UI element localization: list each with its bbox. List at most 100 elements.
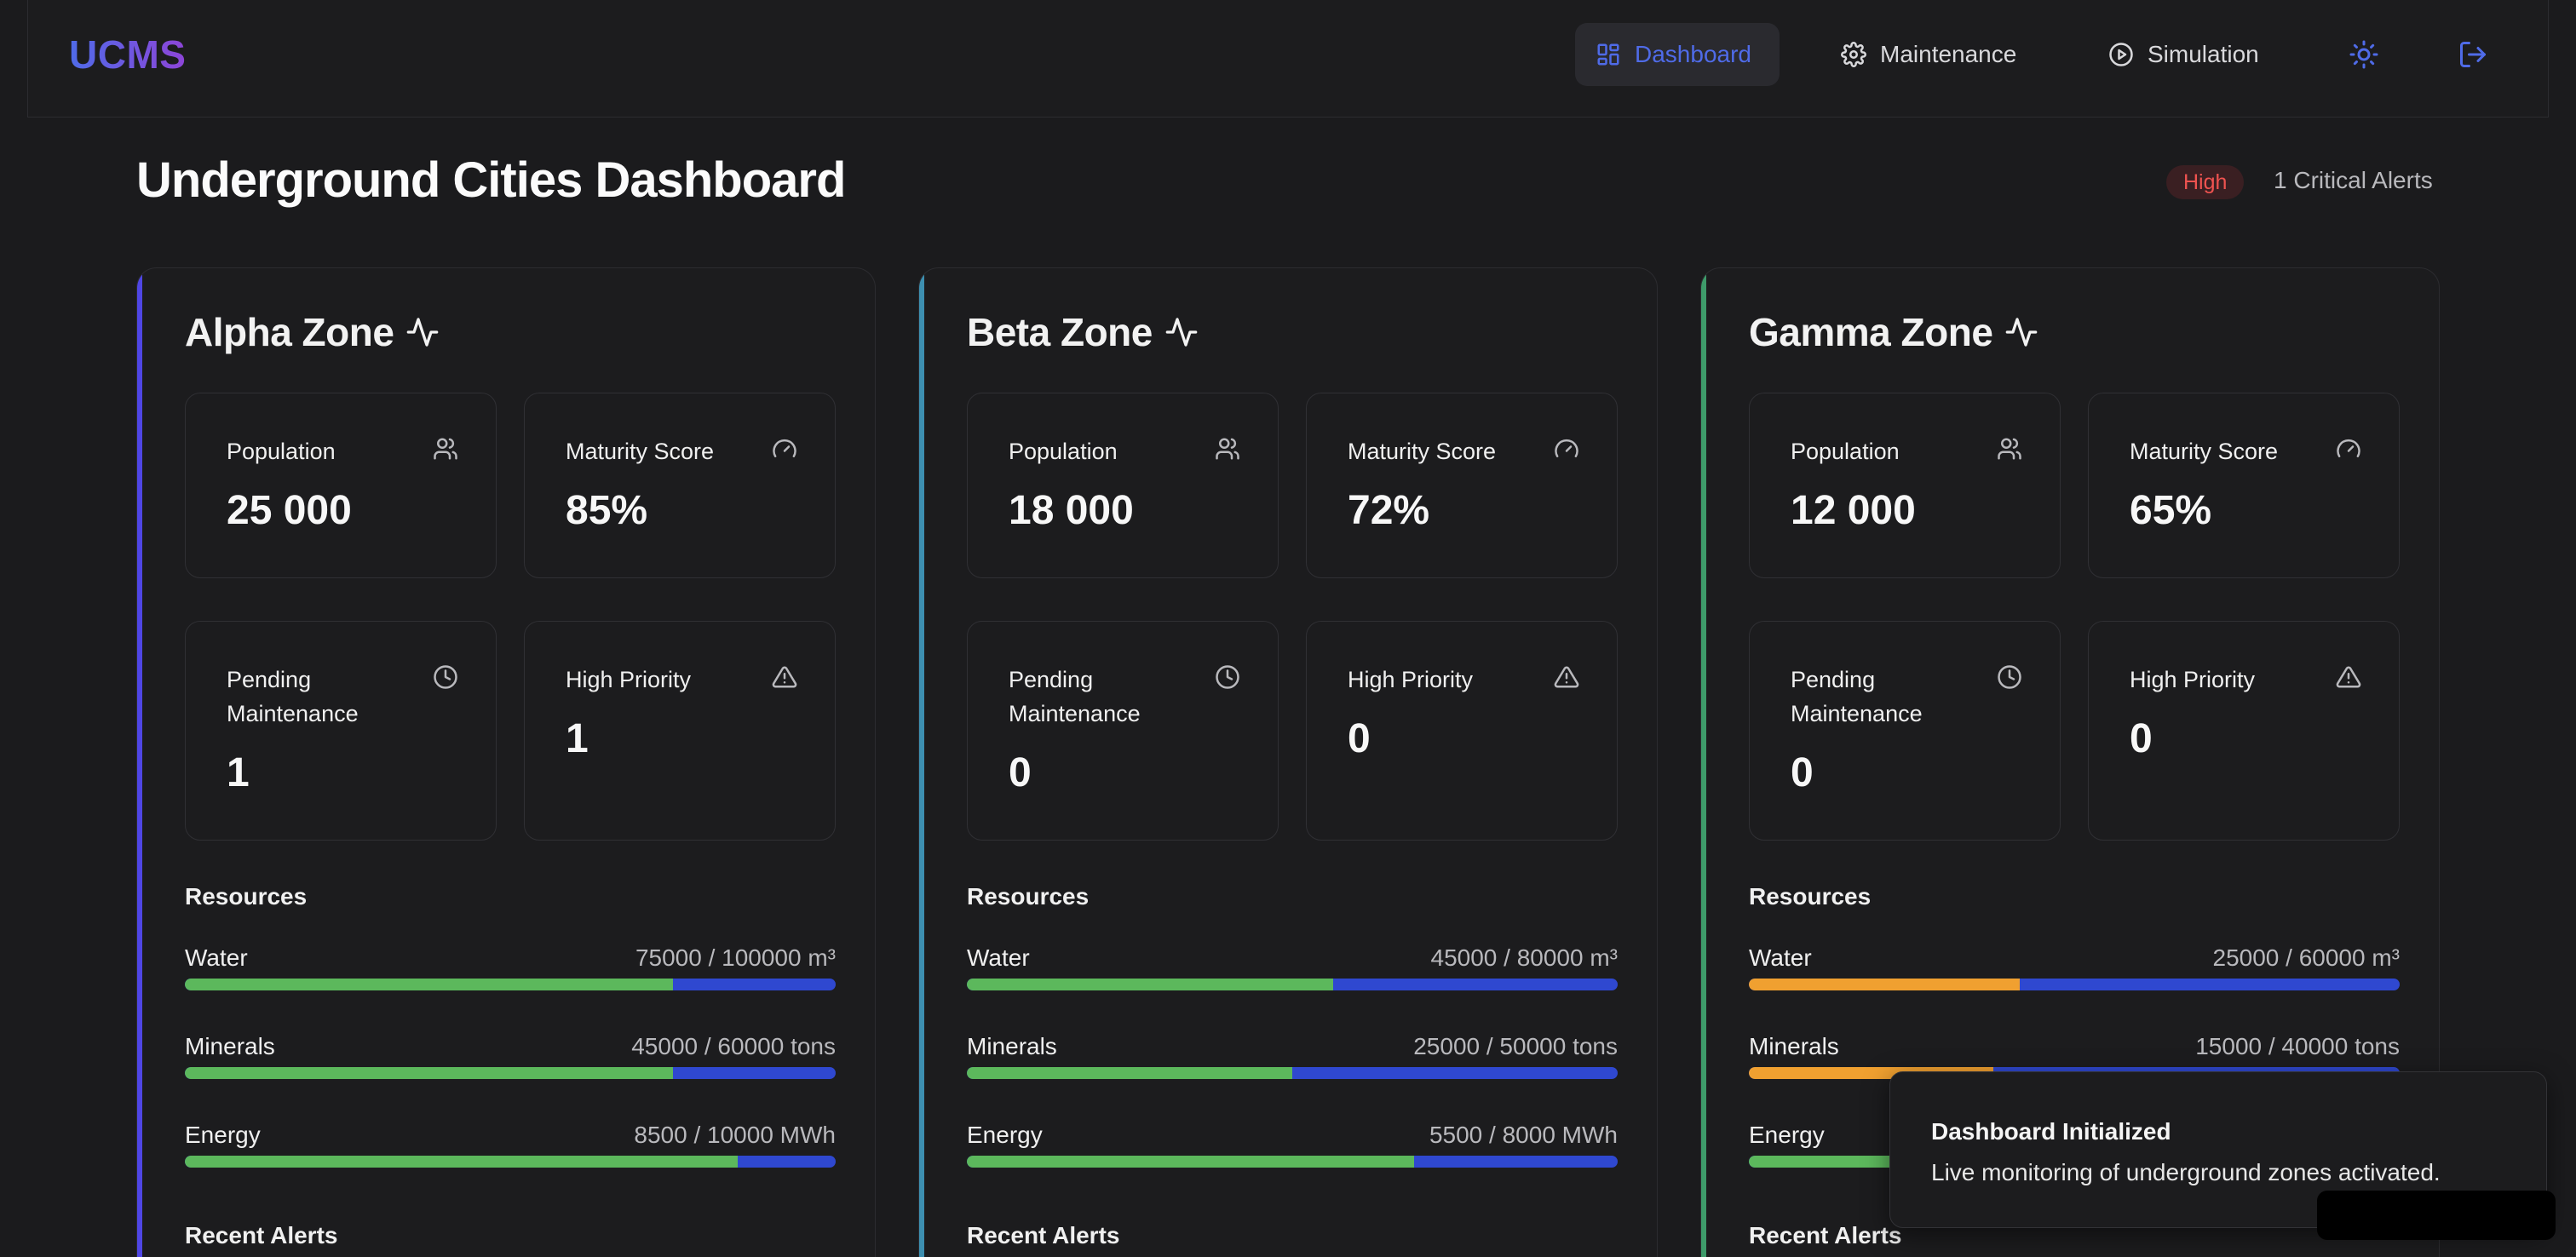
users-icon xyxy=(1216,438,1239,460)
toast-shadow xyxy=(2317,1191,2556,1240)
pending-maintenance-label: Pending Maintenance xyxy=(1009,667,1141,726)
maturity-card: Maturity Score 85% xyxy=(524,393,836,578)
zone-title: Beta Zone xyxy=(967,309,1199,355)
minerals-progress-fill xyxy=(185,1067,673,1079)
pending-maintenance-value: 0 xyxy=(1009,750,1032,795)
zone-title: Alpha Zone xyxy=(185,309,440,355)
gear-icon xyxy=(1841,42,1866,67)
energy-label: Energy xyxy=(185,1122,261,1148)
minerals-label: Minerals xyxy=(967,1033,1057,1059)
top-navbar: UCMS Dashboard Maintenance Simulation xyxy=(27,0,2549,118)
high-priority-card: High Priority 0 xyxy=(2088,621,2400,841)
population-card: Population 18 000 xyxy=(967,393,1279,578)
toast-title: Dashboard Initialized xyxy=(1931,1118,2171,1145)
energy-label: Energy xyxy=(967,1122,1043,1148)
sun-icon[interactable] xyxy=(2349,39,2379,70)
high-priority-card: High Priority 0 xyxy=(1306,621,1618,841)
water-amount: 75000 / 100000 m³ xyxy=(635,944,836,971)
minerals-progress-bar xyxy=(185,1067,836,1079)
water-progress-bar xyxy=(185,979,836,990)
warning-triangle-icon xyxy=(2336,666,2361,688)
gauge-icon xyxy=(2337,439,2360,457)
energy-label: Energy xyxy=(1749,1122,1825,1148)
energy-amount: 5500 / 8000 MWh xyxy=(1429,1122,1618,1148)
water-progress-bar xyxy=(967,979,1618,990)
maturity-label: Maturity Score xyxy=(566,439,715,464)
activity-icon xyxy=(1165,318,1198,347)
critical-alerts-count: 1 Critical Alerts xyxy=(2274,167,2433,193)
minerals-amount: 45000 / 60000 tons xyxy=(631,1033,836,1059)
minerals-progress-fill xyxy=(967,1067,1292,1079)
zone-accent-bar xyxy=(137,268,142,1257)
minerals-label: Minerals xyxy=(1749,1033,1839,1059)
high-priority-label: High Priority xyxy=(1348,667,1474,692)
pending-maintenance-card: Pending Maintenance 1 xyxy=(185,621,497,841)
population-value: 12 000 xyxy=(1791,488,1916,533)
pending-maintenance-value: 1 xyxy=(227,750,250,795)
water-amount: 45000 / 80000 m³ xyxy=(1430,944,1619,971)
water-progress-fill xyxy=(1749,979,2021,990)
nav-simulation-button[interactable]: Simulation xyxy=(2108,23,2296,86)
recent-alerts-heading: Recent Alerts xyxy=(1749,1222,1902,1248)
water-progress-bar xyxy=(1749,979,2400,990)
minerals-amount: 15000 / 40000 tons xyxy=(2195,1033,2400,1059)
clock-icon xyxy=(1216,665,1239,689)
pending-maintenance-card: Pending Maintenance 0 xyxy=(1749,621,2061,841)
zone-card-alpha-zone: Alpha Zone Population 25 000 Maturity Sc… xyxy=(136,267,876,1257)
page-title: Underground Cities Dashboard xyxy=(136,152,846,208)
maturity-value: 65% xyxy=(2130,488,2212,533)
water-label: Water xyxy=(967,944,1030,971)
nav-maintenance-button[interactable]: Maintenance xyxy=(1841,23,2037,86)
nav-simulation-label: Simulation xyxy=(2148,41,2259,67)
layout-grid-icon xyxy=(1597,43,1619,66)
energy-amount: 8500 / 10000 MWh xyxy=(634,1122,836,1148)
play-circle-icon xyxy=(2109,43,2133,66)
population-label: Population xyxy=(1791,439,1900,464)
logout-icon[interactable] xyxy=(2458,39,2488,70)
clock-icon xyxy=(434,665,457,689)
zone-name: Gamma Zone xyxy=(1749,310,1993,354)
population-label: Population xyxy=(227,439,336,464)
pending-maintenance-label: Pending Maintenance xyxy=(1791,667,1923,726)
resources-heading: Resources xyxy=(1749,883,1872,910)
maturity-card: Maturity Score 72% xyxy=(1306,393,1618,578)
water-amount: 25000 / 60000 m³ xyxy=(2212,944,2401,971)
energy-progress-bar xyxy=(967,1156,1618,1168)
activity-icon xyxy=(2006,318,2038,347)
water-progress-fill xyxy=(967,979,1333,990)
maturity-value: 72% xyxy=(1348,488,1430,533)
clock-icon xyxy=(1998,665,2021,689)
water-label: Water xyxy=(185,944,248,971)
zone-card-beta-zone: Beta Zone Population 18 000 Maturity Sco… xyxy=(918,267,1658,1257)
warning-triangle-icon xyxy=(772,666,797,688)
nav-dashboard-button[interactable]: Dashboard xyxy=(1575,23,1780,86)
high-priority-card: High Priority 1 xyxy=(524,621,836,841)
resources-heading: Resources xyxy=(185,883,308,910)
toast-description: Live monitoring of underground zones act… xyxy=(1931,1159,2441,1185)
zone-name: Beta Zone xyxy=(967,310,1153,354)
zone-accent-bar xyxy=(1701,268,1706,1257)
energy-progress-fill xyxy=(967,1156,1415,1168)
high-priority-label: High Priority xyxy=(566,667,692,692)
population-card: Population 25 000 xyxy=(185,393,497,578)
water-progress-fill xyxy=(185,979,673,990)
nav-dashboard-label: Dashboard xyxy=(1635,41,1751,67)
zone-name: Alpha Zone xyxy=(185,310,394,354)
maturity-value: 85% xyxy=(566,488,648,533)
pending-maintenance-card: Pending Maintenance 0 xyxy=(967,621,1279,841)
population-value: 25 000 xyxy=(227,488,352,533)
activity-icon xyxy=(407,318,439,347)
users-icon xyxy=(434,438,457,460)
maturity-label: Maturity Score xyxy=(2130,439,2279,464)
gauge-icon xyxy=(1555,439,1578,457)
gauge-icon xyxy=(773,439,796,457)
zone-title: Gamma Zone xyxy=(1749,309,2038,355)
minerals-amount: 25000 / 50000 tons xyxy=(1413,1033,1618,1059)
energy-progress-bar xyxy=(185,1156,836,1168)
population-label: Population xyxy=(1009,439,1118,464)
maturity-card: Maturity Score 65% xyxy=(2088,393,2400,578)
zone-accent-bar xyxy=(919,268,924,1257)
app-logo[interactable]: UCMS xyxy=(69,32,187,77)
maturity-label: Maturity Score xyxy=(1348,439,1497,464)
pending-maintenance-label: Pending Maintenance xyxy=(227,667,359,726)
